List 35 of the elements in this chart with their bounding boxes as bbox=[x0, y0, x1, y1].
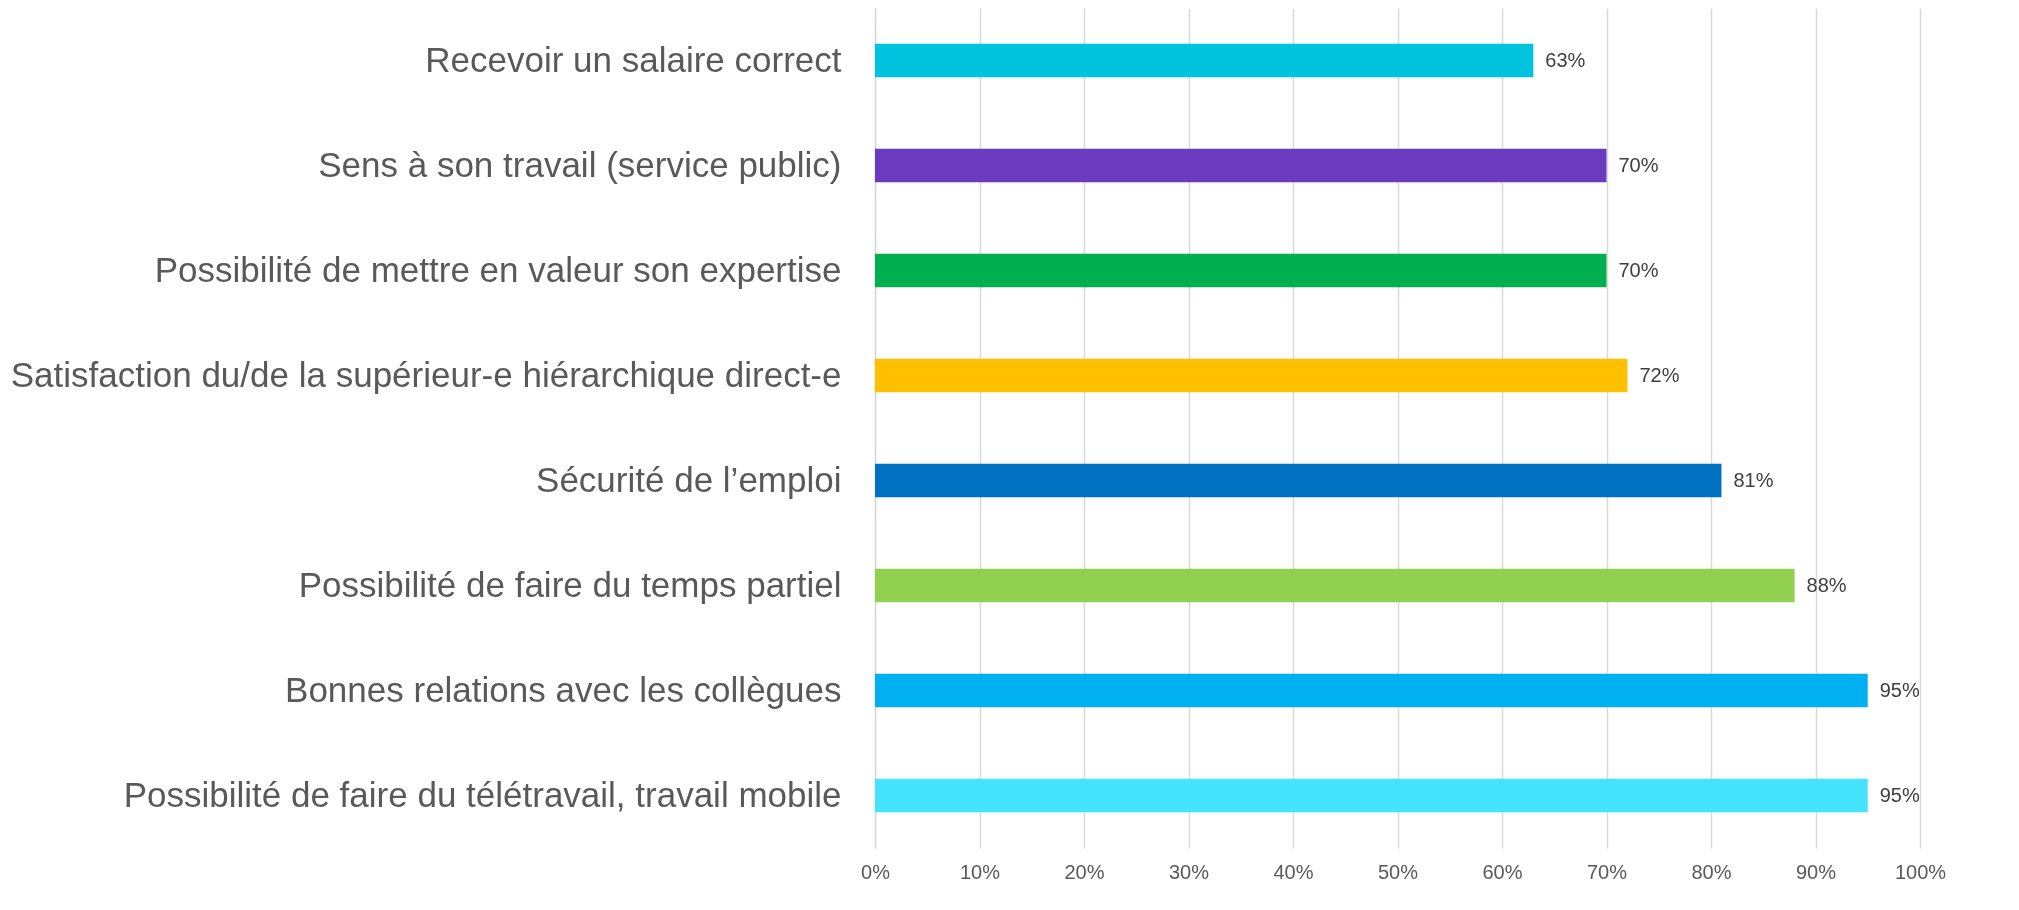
x-tick-label: 20% bbox=[1064, 860, 1105, 883]
x-tick-label: 70% bbox=[1586, 860, 1628, 883]
data-label: 63% bbox=[1545, 48, 1586, 71]
x-tick-label: 0% bbox=[861, 860, 891, 883]
bar bbox=[875, 463, 1722, 498]
y-tick-label: Possibilité de faire du télétravail, travail mobile bbox=[123, 774, 842, 814]
bar bbox=[875, 43, 1534, 78]
x-tick-label: 100% bbox=[1894, 860, 1947, 883]
bar bbox=[875, 568, 1795, 603]
x-tick-label: 10% bbox=[959, 860, 1001, 883]
y-tick-label: Possibilité de mettre en valeur son expertise bbox=[154, 249, 842, 289]
y-tick-label: Sécurité de l’emploi bbox=[536, 459, 842, 499]
data-label: 81% bbox=[1733, 468, 1774, 491]
y-tick-label: Satisfaction du/de la supérieur-e hiérarchique direct-e bbox=[10, 354, 842, 394]
x-tick-label: 40% bbox=[1273, 860, 1314, 883]
x-tick-label: 60% bbox=[1482, 860, 1523, 883]
data-label: 95% bbox=[1879, 783, 1920, 806]
bar bbox=[875, 778, 1868, 813]
data-label: 88% bbox=[1806, 573, 1847, 596]
bar bbox=[875, 673, 1868, 708]
bar bbox=[875, 253, 1607, 288]
bar bbox=[875, 358, 1628, 393]
data-label: 95% bbox=[1879, 678, 1920, 701]
y-tick-label: Recevoir un salaire correct bbox=[425, 39, 842, 79]
data-label: 72% bbox=[1639, 363, 1680, 386]
data-label: 70% bbox=[1618, 258, 1659, 281]
y-tick-label: Sens à son travail (service public) bbox=[318, 144, 842, 184]
bar bbox=[875, 148, 1607, 183]
x-tick-label: 30% bbox=[1168, 860, 1210, 883]
x-tick-label: 90% bbox=[1795, 860, 1837, 883]
y-tick-label: Possibilité de faire du temps partiel bbox=[298, 564, 842, 604]
y-tick-label: Bonnes relations avec les collègues bbox=[285, 669, 842, 709]
data-label: 70% bbox=[1618, 153, 1659, 176]
x-tick-label: 80% bbox=[1691, 860, 1732, 883]
x-tick-label: 50% bbox=[1377, 860, 1419, 883]
